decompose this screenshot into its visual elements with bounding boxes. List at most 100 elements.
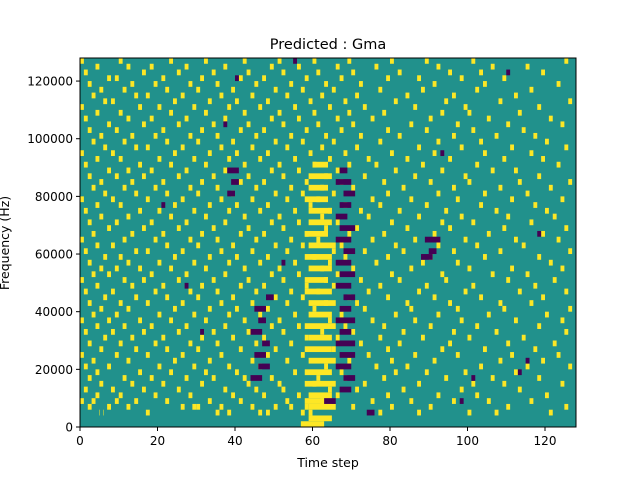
heatmap-cell-high	[87, 127, 92, 133]
heatmap-cell-high	[471, 282, 476, 289]
heatmap-cell-high	[506, 277, 511, 283]
heatmap-cell-high	[223, 219, 228, 226]
heatmap-cell-high	[537, 254, 542, 260]
heatmap-cell-high	[118, 254, 123, 260]
heatmap-cell-low	[223, 121, 228, 128]
heatmap-cell-high	[498, 98, 503, 105]
heatmap-cell-high	[161, 282, 166, 289]
heatmap-cell-high	[568, 305, 573, 312]
heatmap-cell-high	[359, 81, 363, 87]
heatmap-cell-high	[211, 328, 216, 335]
heatmap-cell-high	[339, 75, 344, 82]
heatmap-cell-high	[235, 98, 239, 105]
heatmap-cell-high	[471, 58, 476, 64]
plot-frame	[79, 57, 577, 428]
heatmap-cell-high	[459, 386, 464, 393]
heatmap-cell-high	[223, 271, 228, 278]
heatmap-cell-high	[192, 104, 197, 110]
heatmap-cell-high	[560, 265, 565, 272]
heatmap-cell-high	[227, 207, 232, 214]
heatmap-cell-high	[405, 156, 410, 162]
y-tick-label: 0	[65, 421, 73, 435]
heatmap-cell-high	[122, 323, 127, 329]
heatmap-cell-high	[169, 109, 173, 116]
heatmap-cell-high	[316, 121, 321, 128]
heatmap-cell-high	[219, 144, 224, 151]
heatmap-cell-high	[231, 392, 235, 399]
heatmap-cell-high	[223, 63, 228, 70]
heatmap-cell-high	[188, 236, 193, 243]
heatmap-cell-high	[161, 127, 166, 133]
x-tick-label: 60	[305, 434, 320, 448]
heatmap-cell-high	[215, 184, 220, 191]
heatmap-cell-high	[537, 323, 542, 329]
heatmap-cell-low	[428, 248, 437, 255]
heatmap-cell-high	[83, 69, 88, 76]
heatmap-cell-high	[122, 184, 127, 191]
heatmap-cell-high	[192, 259, 197, 266]
heatmap-cell-high	[308, 242, 336, 249]
heatmap-cell-high	[235, 254, 239, 260]
heatmap-cell-high	[316, 69, 321, 76]
heatmap-cell-high	[297, 219, 301, 226]
heatmap-cell-high	[366, 288, 371, 295]
heatmap-cell-high	[533, 282, 538, 289]
heatmap-cell-high	[401, 248, 406, 255]
heatmap-cell-high	[83, 288, 88, 295]
heatmap-cell-high	[382, 375, 387, 381]
heatmap-cell-high	[479, 294, 483, 301]
heatmap-cell-high	[448, 225, 452, 231]
heatmap-cell-high	[227, 363, 232, 370]
heatmap-cell-high	[568, 363, 573, 370]
heatmap-cell-high	[390, 219, 394, 226]
heatmap-cell-high	[126, 259, 131, 266]
heatmap-cell-high	[215, 81, 220, 87]
heatmap-cell-high	[219, 352, 224, 358]
heatmap-cell-high	[421, 86, 425, 93]
heatmap-cell-high	[211, 277, 216, 283]
y-tick-label: 20000	[35, 363, 73, 377]
heatmap-cell-high	[324, 225, 328, 231]
heatmap-cell-high	[107, 317, 111, 324]
heatmap-cell-high	[413, 104, 418, 110]
heatmap-cell-high	[95, 242, 100, 249]
heatmap-cell-high	[564, 403, 569, 410]
heatmap-cell-high	[517, 386, 522, 393]
heatmap-cell-high	[436, 311, 441, 318]
heatmap-cell-high	[483, 190, 487, 197]
heatmap-cell-high	[138, 207, 142, 214]
heatmap-cell-low	[517, 369, 522, 376]
heatmap-cell-high	[552, 277, 557, 283]
heatmap-cell-low	[262, 340, 270, 347]
heatmap-cell-high	[180, 300, 185, 306]
heatmap-cell-high	[490, 167, 495, 174]
heatmap-cell-low	[335, 282, 352, 289]
heatmap-cell-high	[215, 236, 220, 243]
heatmap-cell-high	[351, 265, 356, 272]
heatmap-cell-high	[560, 196, 565, 203]
heatmap-cell-high	[421, 334, 425, 341]
heatmap-cell-high	[452, 184, 456, 191]
heatmap-cell-high	[359, 207, 363, 214]
heatmap-cell-high	[91, 184, 96, 191]
heatmap-cell-high	[308, 300, 336, 306]
heatmap-cell-high	[304, 196, 328, 203]
heatmap-cell-low	[281, 259, 286, 266]
heatmap-cell-high	[235, 202, 239, 208]
heatmap-cell-high	[87, 81, 92, 87]
heatmap-cell-high	[95, 63, 100, 70]
heatmap-cell-high	[479, 363, 483, 370]
heatmap-cell-high	[281, 328, 286, 335]
heatmap-cell-high	[289, 403, 294, 410]
heatmap-cell-high	[486, 311, 491, 318]
heatmap-cell-high	[521, 127, 526, 133]
heatmap-cell-high	[200, 380, 204, 387]
heatmap-cell-high	[374, 363, 379, 370]
heatmap-cell-high	[343, 254, 348, 260]
heatmap-cell-high	[471, 127, 476, 133]
heatmap-cell-high	[545, 207, 549, 214]
heatmap-cell-high	[273, 138, 278, 145]
heatmap-cell-high	[382, 323, 387, 329]
heatmap-cell-high	[83, 207, 88, 214]
heatmap-cell-high	[281, 277, 286, 283]
